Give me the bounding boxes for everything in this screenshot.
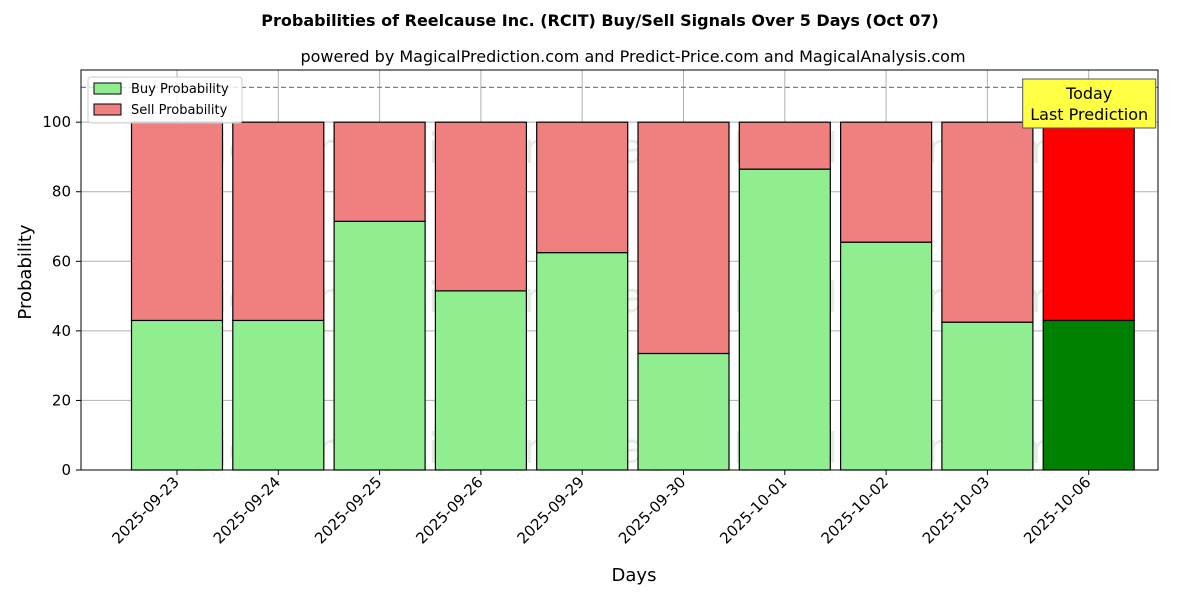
x-tick-label: 2025-10-01	[716, 473, 790, 547]
buy-bar	[434, 290, 527, 471]
sell-bar	[130, 121, 224, 322]
sell-bar	[434, 121, 527, 292]
chart-title: Probabilities of Reelcause Inc. (RCIT) B…	[261, 11, 938, 30]
x-axis-label: Days	[612, 565, 657, 586]
y-axis-label: Probability	[15, 224, 36, 319]
legend-swatch-buy	[93, 82, 122, 95]
sell-bar	[637, 121, 730, 355]
x-tick-label: 2025-10-03	[919, 473, 993, 547]
sell-bar	[536, 121, 629, 254]
legend-label-buy: Buy Probability	[131, 82, 229, 97]
y-tick-label: 60	[52, 252, 71, 270]
x-tick-label: 2025-09-29	[514, 473, 588, 547]
bars-layer	[130, 121, 1135, 471]
y-tick-label: 0	[61, 461, 71, 479]
buy-bar	[130, 319, 224, 471]
annotation-line-today: Today	[1065, 84, 1112, 103]
annotation-line-last-prediction: Last Prediction	[1030, 105, 1148, 124]
legend: Buy Probability Sell Probability	[87, 76, 243, 124]
buy-bar	[232, 319, 325, 471]
annotation-box	[1022, 78, 1157, 129]
buy-bar	[637, 352, 730, 471]
sell-bar	[941, 121, 1034, 323]
x-tick-label: 2025-09-24	[210, 473, 284, 547]
x-tick-label: 2025-09-23	[108, 473, 182, 547]
buy-bar	[536, 252, 629, 471]
buy-bar	[738, 168, 831, 471]
y-tick-label: 100	[42, 113, 71, 131]
sell-bar	[232, 121, 325, 322]
x-tick-label: 2025-09-26	[412, 473, 486, 547]
buy-bar	[839, 241, 933, 471]
x-tick-label: 2025-10-06	[1020, 473, 1094, 547]
plot-frame	[80, 69, 1159, 471]
sell-bar	[333, 121, 426, 222]
today-annotation: Today Last Prediction	[1022, 78, 1157, 129]
legend-box	[87, 76, 243, 124]
sell-bar	[839, 121, 933, 243]
buy-bar	[1042, 319, 1135, 471]
x-tick-label: 2025-09-30	[615, 473, 689, 547]
x-tick-label: 2025-09-25	[311, 473, 385, 547]
y-axis-ticks: 0 20 40 60 80 100	[42, 113, 81, 479]
legend-label-sell: Sell Probability	[131, 103, 228, 118]
x-axis-ticks: 2025-09-23 2025-09-24 2025-09-25 2025-09-26…	[108, 470, 1095, 547]
sell-bar	[738, 121, 831, 170]
buy-bar	[333, 220, 426, 471]
sell-bar	[1042, 121, 1135, 322]
y-tick-label: 20	[52, 391, 71, 409]
y-tick-label: 40	[52, 322, 71, 340]
legend-swatch-sell	[93, 103, 122, 116]
buy-bar	[941, 321, 1034, 471]
x-tick-label: 2025-10-02	[818, 473, 892, 547]
y-tick-label: 80	[52, 183, 71, 201]
chart-subtitle: powered by MagicalPrediction.com and Pre…	[300, 47, 965, 66]
